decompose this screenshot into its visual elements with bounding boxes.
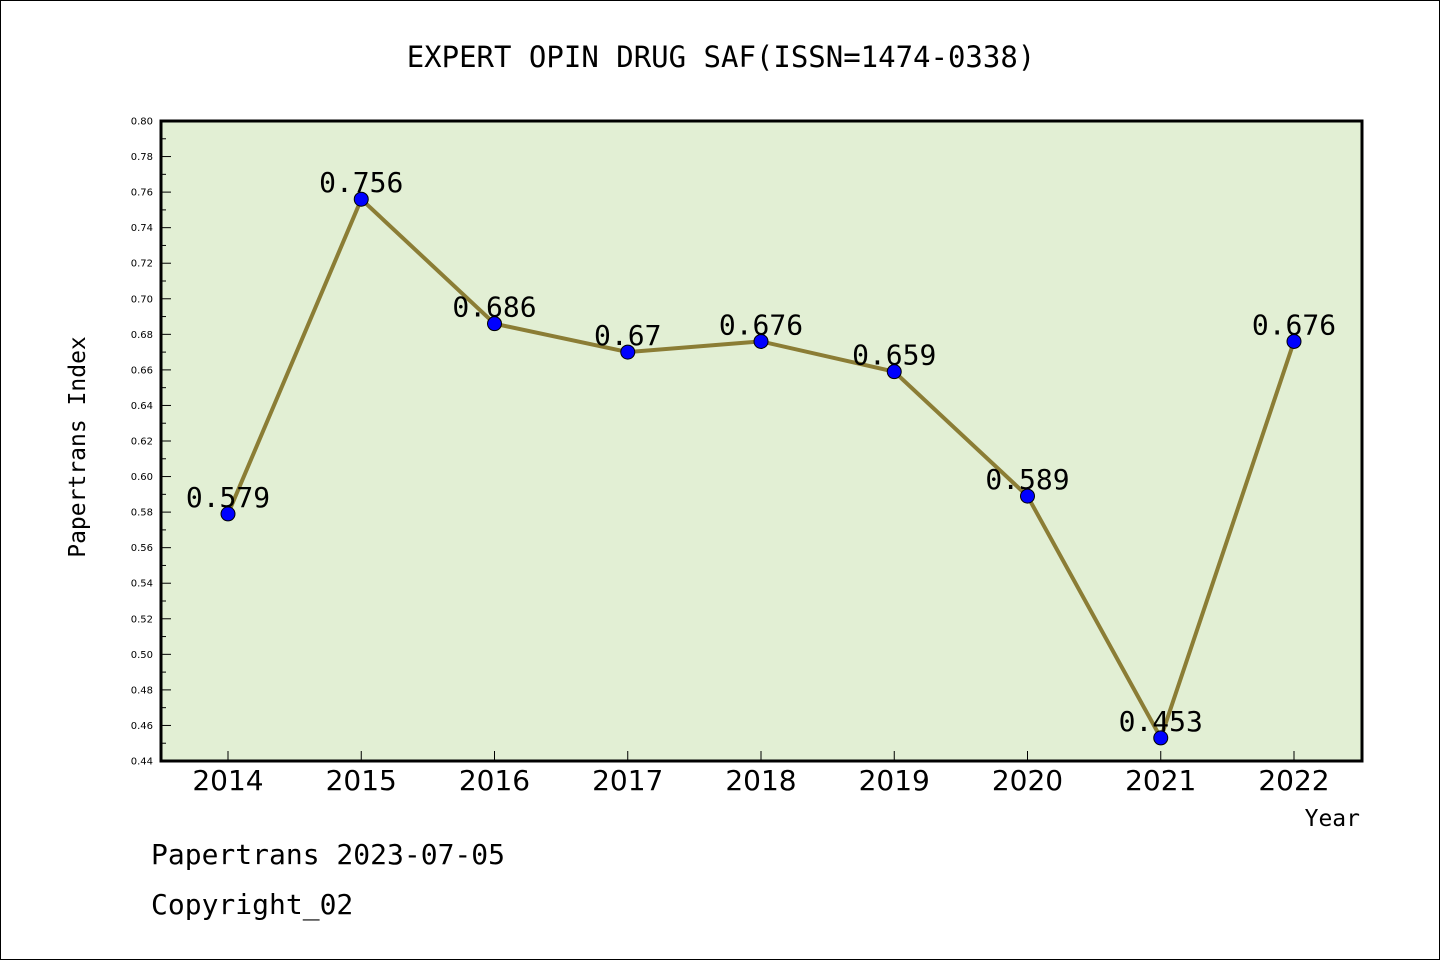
data-label: 0.676 bbox=[719, 308, 803, 341]
data-point bbox=[753, 333, 769, 349]
data-label: 0.579 bbox=[186, 481, 270, 514]
y-tick-label: 0.50 bbox=[131, 650, 153, 661]
x-tick-label: 2016 bbox=[459, 764, 530, 797]
footer-copyright: Copyright_02 bbox=[151, 888, 353, 922]
y-tick-label: 0.60 bbox=[131, 472, 153, 483]
y-tick-label: 0.64 bbox=[131, 401, 153, 412]
chart-title: EXPERT OPIN DRUG SAF(ISSN=1474-0338) bbox=[407, 40, 1036, 74]
data-point bbox=[886, 364, 902, 380]
y-tick-label: 0.72 bbox=[131, 259, 153, 270]
y-tick-label: 0.54 bbox=[131, 579, 153, 590]
y-tick-label: 0.80 bbox=[131, 117, 153, 128]
data-label: 0.67 bbox=[594, 319, 661, 352]
y-tick-label: 0.48 bbox=[131, 685, 153, 696]
data-point bbox=[1286, 333, 1302, 349]
x-axis-ticks: 2014 2015 2016 2017 2018 2019 2020 2021 2022 bbox=[192, 751, 1330, 797]
series-markers bbox=[220, 191, 1302, 746]
data-label: 0.589 bbox=[985, 463, 1069, 496]
y-tick-label: 0.76 bbox=[131, 188, 153, 199]
x-axis-label: Year bbox=[1305, 806, 1360, 832]
y-tick-label: 0.44 bbox=[131, 757, 153, 768]
data-point bbox=[220, 506, 236, 522]
data-point bbox=[353, 191, 369, 207]
data-point bbox=[487, 316, 502, 332]
data-label: 0.676 bbox=[1252, 308, 1336, 341]
plot-border bbox=[159, 119, 1364, 763]
data-point bbox=[1020, 488, 1035, 504]
data-label: 0.686 bbox=[452, 291, 536, 324]
x-tick-label: 2018 bbox=[725, 764, 796, 797]
footer-date: Papertrans 2023-07-05 bbox=[151, 838, 505, 871]
y-tick-label: 0.46 bbox=[131, 721, 153, 732]
y-tick-label: 0.70 bbox=[131, 294, 153, 305]
y-tick-label: 0.68 bbox=[131, 330, 153, 341]
y-tick-label: 0.56 bbox=[131, 543, 153, 554]
y-tick-label: 0.52 bbox=[131, 614, 153, 625]
x-tick-label: 2019 bbox=[859, 764, 930, 797]
data-label: 0.453 bbox=[1119, 705, 1203, 738]
data-label: 0.756 bbox=[319, 166, 403, 199]
data-point bbox=[1153, 730, 1169, 746]
data-point bbox=[620, 344, 636, 360]
x-tick-label: 2022 bbox=[1258, 764, 1329, 797]
y-axis-ticks: 0.44 0.46 0.48 0.50 0.52 0.54 0.56 0.58 0.60 0.62… bbox=[131, 117, 171, 768]
y-tick-label: 0.74 bbox=[131, 223, 153, 234]
y-tick-label: 0.78 bbox=[131, 152, 153, 163]
x-tick-label: 2021 bbox=[1125, 764, 1196, 797]
x-tick-label: 2017 bbox=[592, 764, 663, 797]
x-tick-label: 2014 bbox=[192, 764, 263, 797]
y-tick-label: 0.66 bbox=[131, 365, 153, 376]
x-tick-label: 2020 bbox=[992, 764, 1063, 797]
y-tick-label: 0.58 bbox=[131, 508, 153, 519]
y-axis-label: Papertrans Index bbox=[65, 336, 91, 558]
data-label: 0.659 bbox=[852, 339, 936, 372]
y-tick-label: 0.62 bbox=[131, 437, 153, 448]
x-tick-label: 2015 bbox=[326, 764, 397, 797]
data-labels: 0.579 0.756 0.686 0.67 0.676 0.659 0.589 0.453 0… bbox=[186, 166, 1336, 738]
plot-area bbox=[161, 121, 1362, 761]
